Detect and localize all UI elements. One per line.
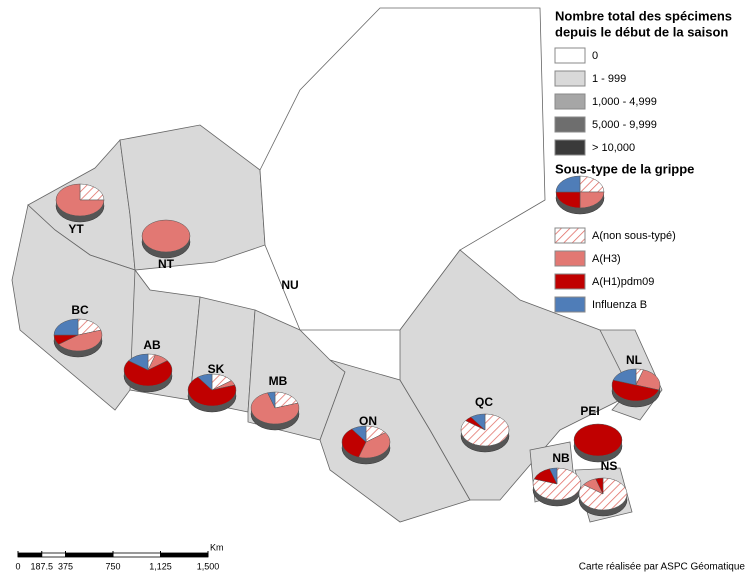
legend-swatch (554, 116, 586, 133)
pie-slice (612, 368, 637, 386)
province-label: SK (208, 362, 225, 376)
province-label: ON (359, 414, 377, 428)
legend-label: 1,000 - 4,999 (592, 96, 657, 108)
legend-label: > 10,000 (592, 142, 635, 154)
pie-slice (573, 423, 623, 457)
legend-swatch (554, 70, 586, 87)
province-label: NU (281, 278, 298, 292)
pie-slice (611, 379, 660, 402)
pie-slice (635, 369, 661, 391)
pie-slice (250, 392, 300, 425)
pie-slice (267, 391, 276, 409)
province (119, 124, 266, 271)
legend-title: Sous-type de la grippe (555, 161, 694, 176)
legend-swatch (554, 47, 586, 64)
legend: Nombre total des spécimens depuis le déb… (554, 8, 732, 313)
scale-label: 750 (105, 561, 120, 571)
pie-slice (123, 360, 173, 387)
province (399, 249, 641, 501)
legend-title: Nombre total des spécimens (555, 8, 732, 23)
legend-label: Influenza B (592, 299, 647, 311)
pie-slice (53, 318, 79, 336)
credit: Carte réalisée par ASPC Géomatique (579, 562, 746, 573)
pie-slice (555, 175, 581, 193)
pie-slice (532, 467, 582, 501)
legend-label: A(non sous-typé) (592, 230, 676, 242)
scale-bar: 0 187.5 375 750 1,125 1,500 Km (15, 542, 223, 571)
pie-slice (351, 425, 367, 443)
legend-label: 5,000 - 9,999 (592, 119, 657, 131)
scale-label: 0 (15, 561, 20, 571)
pie-slice (79, 183, 105, 201)
province-label: PEI (580, 404, 599, 418)
pie-slice (595, 477, 604, 495)
scale-label: 375 (58, 561, 73, 571)
pie-slice (341, 428, 367, 458)
pie-slice (58, 329, 103, 352)
scale-label: 1,500 (197, 561, 220, 571)
pie-slice (579, 175, 605, 193)
legend-swatch (554, 227, 586, 244)
legend-title: depuis le début de la saison (555, 24, 728, 39)
legend-label: 1 - 999 (592, 73, 626, 85)
province-label: QC (475, 395, 493, 409)
pie-slice (579, 191, 605, 209)
province-label: BC (71, 303, 89, 317)
province-label: NS (601, 459, 618, 473)
scale-label: 187.5 (30, 561, 53, 571)
legend-swatch (554, 93, 586, 110)
province-label: YT (68, 222, 84, 236)
legend-label: A(H1)pdm09 (592, 276, 654, 288)
province-label: MB (269, 374, 288, 388)
scale-segment (65, 553, 113, 557)
legend-swatch (554, 250, 586, 267)
pie-slice (55, 183, 105, 217)
scale-segment (18, 553, 42, 557)
legend-label: A(H3) (592, 253, 621, 265)
pie-slice (470, 413, 486, 431)
pie-slice (128, 353, 149, 371)
pies: YT NT NU BC AB SK MB ON QC NL PEI NB NS (53, 183, 661, 517)
pie-slice (358, 432, 391, 459)
pie-slice (549, 467, 558, 485)
province-label: NL (626, 353, 642, 367)
legend-swatch (554, 139, 586, 156)
province-label: NB (552, 451, 570, 465)
pie-slice (187, 376, 237, 407)
province (259, 7, 546, 331)
legend-swatch (554, 273, 586, 290)
province-label: NT (158, 257, 175, 271)
scale-segment (160, 553, 208, 557)
scale-label: 1,125 (149, 561, 172, 571)
province-label: AB (143, 338, 161, 352)
pie-slice (141, 219, 191, 253)
scale-unit: Km (210, 542, 224, 552)
pie-slice (555, 191, 581, 209)
legend-label: 0 (592, 50, 598, 62)
legend-swatch (554, 296, 586, 313)
pie-slice (197, 373, 213, 391)
